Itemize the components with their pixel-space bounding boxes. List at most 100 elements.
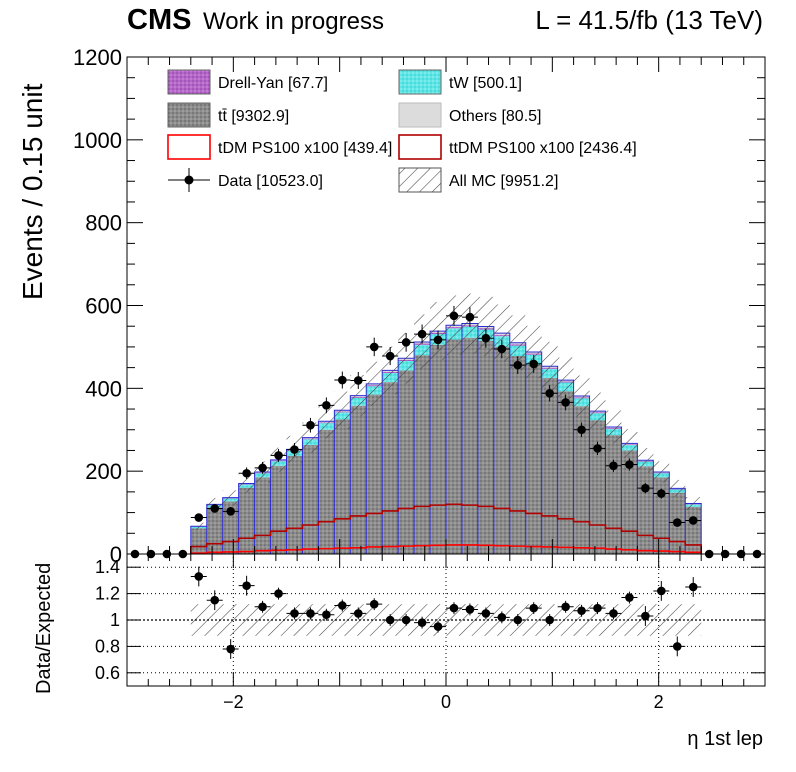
ttbar-bar xyxy=(238,487,255,554)
ttbar-bar xyxy=(254,477,271,554)
mc-uncertainty-band xyxy=(541,341,558,391)
ttbar-bar xyxy=(493,346,510,554)
legend-label: tt̄ [9302.9] xyxy=(218,108,289,125)
mc-uncertainty-band xyxy=(557,357,574,403)
data-point xyxy=(398,332,415,352)
mc-uncertainty-band xyxy=(190,522,207,530)
legend-label: Data [10523.0] xyxy=(218,173,323,190)
legend-item-ttdm: ttDM PS100 x100 [2436.4] xyxy=(398,134,637,160)
ttbar-bar xyxy=(621,450,638,554)
ratio-point xyxy=(238,575,255,596)
ttbar-bar xyxy=(589,420,606,554)
ttbar-bar xyxy=(430,344,446,554)
ratio-plot-area: 0.6 0.8 1 1.2 1.4 −2 0 2 xyxy=(95,553,766,712)
data-point xyxy=(653,488,670,499)
ratio-point xyxy=(430,620,446,633)
legend-item-drellyan: Drell-Yan [67.7] xyxy=(167,69,328,95)
ttbar-bar xyxy=(525,364,542,554)
data-point xyxy=(318,397,335,414)
ratio-point xyxy=(382,614,399,626)
legend-item-tdm: tDM PS100 x100 [439.4] xyxy=(167,134,392,160)
y-tick-label: 0 xyxy=(110,542,122,567)
y-tick-label: 800 xyxy=(85,211,122,236)
mc-uncertainty-band xyxy=(509,315,526,371)
data-point xyxy=(541,385,558,402)
ttbar-bar xyxy=(350,405,367,554)
ratio-point xyxy=(254,600,271,613)
ratio-point xyxy=(302,607,319,620)
legend-swatch-ttbar xyxy=(167,102,211,128)
mc-uncertainty-band xyxy=(605,410,622,444)
ratio-point xyxy=(270,587,287,600)
work-in-progress-label: Work in progress xyxy=(203,8,384,35)
mc-uncertainty-band xyxy=(334,391,351,429)
legend-swatch-drellyan xyxy=(167,69,211,95)
y-tick-label: 400 xyxy=(85,376,122,401)
ttbar-bar xyxy=(414,355,431,554)
ratio-point xyxy=(509,614,526,626)
mc-uncertainty-band xyxy=(589,392,606,430)
ratio-point xyxy=(366,598,383,611)
legend-swatch-tw xyxy=(398,69,442,95)
luminosity-label: L = 41.5/fb (13 TeV) xyxy=(535,5,763,35)
ttbar-bar xyxy=(318,429,335,554)
data-point xyxy=(669,518,686,527)
y-axis-title: Events / 0.15 unit xyxy=(17,83,48,300)
legend-label: All MC [9951.2] xyxy=(449,173,558,190)
ttbar-bar xyxy=(477,340,494,554)
ratio-point xyxy=(589,602,606,615)
ttbar-bar xyxy=(541,377,558,554)
data-point xyxy=(302,417,319,433)
mc-uncertainty-band xyxy=(653,461,670,483)
ratio-axes: 0.6 0.8 1 1.2 1.4 −2 0 2 xyxy=(95,554,766,712)
ratio-point xyxy=(605,607,622,620)
ttbar-bar xyxy=(509,356,526,554)
data-point xyxy=(222,507,239,516)
ratio-point xyxy=(525,602,542,615)
ratio-point xyxy=(653,581,670,601)
main-axes: 0 200 400 600 800 1000 1200 xyxy=(73,45,766,567)
cms-label: CMS xyxy=(127,4,191,36)
ttbar-bar xyxy=(685,506,702,554)
mc-uncertainty-band xyxy=(669,479,686,497)
mc-uncertainty-band xyxy=(573,375,590,417)
data-point xyxy=(350,371,367,389)
data-point xyxy=(525,355,542,373)
mc-uncertainty-band xyxy=(382,346,399,395)
main-plot-area: 0 200 400 600 800 1000 1200 xyxy=(73,45,766,567)
data-point xyxy=(334,371,351,389)
legend-label: tDM PS100 x100 [439.4] xyxy=(218,140,392,157)
x-tick-label: 2 xyxy=(654,692,664,712)
data-point xyxy=(446,305,462,326)
x-axis-title: η 1st lep xyxy=(687,728,763,750)
ttbar-bar xyxy=(398,370,415,554)
ttbar-bar xyxy=(573,406,590,554)
data-point xyxy=(286,443,303,457)
ttbar-bar xyxy=(557,391,574,554)
ratio-point xyxy=(206,590,223,611)
data-point xyxy=(573,422,590,437)
ratio-point xyxy=(541,614,558,626)
ratio-y-tick-label: 1 xyxy=(110,610,120,630)
legend-label: Others [80.5] xyxy=(449,108,542,125)
mc-uncertainty-band xyxy=(398,332,415,384)
ratio-point xyxy=(446,602,462,615)
ratio-point xyxy=(334,599,351,612)
data-point xyxy=(414,324,431,344)
ratio-point xyxy=(286,607,303,620)
ttbar-bar xyxy=(206,507,223,554)
data-point xyxy=(430,330,446,350)
legend-swatch-others xyxy=(398,102,442,128)
ttbar-bar xyxy=(382,382,399,554)
ratio-y-tick-label: 0.6 xyxy=(95,663,120,683)
legend-item-ttbar: tt̄ [9302.9] xyxy=(167,102,289,128)
legend-item-data: Data [10523.0] xyxy=(168,168,323,192)
data-point xyxy=(254,461,271,474)
data-point xyxy=(493,339,510,359)
ratio-y-tick-label: 0.8 xyxy=(95,636,120,656)
x-tick-label: −2 xyxy=(223,692,244,712)
ttbar-bar xyxy=(286,455,303,554)
data-point xyxy=(557,394,574,411)
data-point xyxy=(685,516,702,525)
data-point xyxy=(190,513,207,522)
